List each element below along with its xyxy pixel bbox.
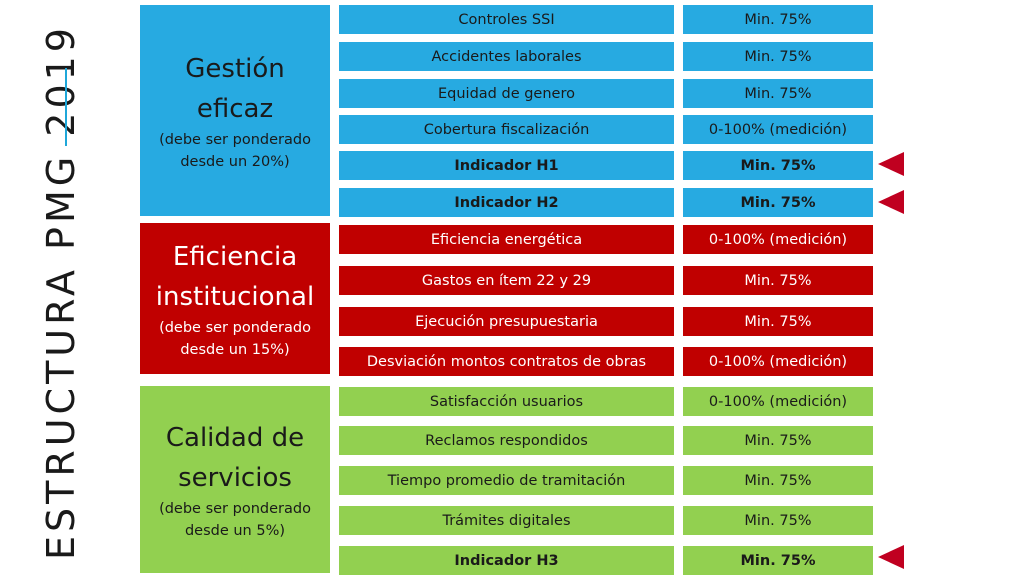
indicator-value: 0-100% (medición) <box>683 347 873 376</box>
indicator-name: Tiempo promedio de tramitación <box>339 466 674 495</box>
indicator-value: 0-100% (medición) <box>683 387 873 416</box>
indicator-name: Gastos en ítem 22 y 29 <box>339 266 674 295</box>
indicator-name: Equidad de genero <box>339 79 674 108</box>
indicator-value: Min. 75% <box>683 42 873 71</box>
group-eficiencia-institucional: Eficiencia institucional (debe ser ponde… <box>140 223 330 374</box>
indicator-value: Min. 75% <box>683 266 873 295</box>
indicator-value: Min. 75% <box>683 151 873 180</box>
group-name: Gestión eficaz <box>185 53 285 124</box>
group-name: Calidad de servicios <box>165 422 305 493</box>
indicator-name: Reclamos respondidos <box>339 426 674 455</box>
indicator-name: Indicador H3 <box>339 546 674 575</box>
indicator-name: Trámites digitales <box>339 506 674 535</box>
group-name: Eficiencia institucional <box>155 241 315 312</box>
indicator-name: Eficiencia energética <box>339 225 674 254</box>
indicator-name: Controles SSI <box>339 5 674 34</box>
pointer-arrow-icon <box>878 152 904 176</box>
indicator-value: 0-100% (medición) <box>683 115 873 144</box>
indicator-value: Min. 75% <box>683 5 873 34</box>
indicator-name: Indicador H2 <box>339 188 674 217</box>
indicator-value: Min. 75% <box>683 546 873 575</box>
group-calidad-servicios: Calidad de servicios (debe ser ponderado… <box>140 386 330 573</box>
indicator-value: Min. 75% <box>683 307 873 336</box>
indicator-value: Min. 75% <box>683 506 873 535</box>
group-gestion-eficaz: Gestión eficaz (debe ser ponderado desde… <box>140 5 330 216</box>
pointer-arrow-icon <box>878 545 904 569</box>
indicator-value: Min. 75% <box>683 188 873 217</box>
indicator-name: Cobertura fiscalización <box>339 115 674 144</box>
indicator-value: 0-100% (medición) <box>683 225 873 254</box>
accent-line <box>65 68 67 146</box>
indicator-value: Min. 75% <box>683 426 873 455</box>
indicator-name: Satisfacción usuarios <box>339 387 674 416</box>
indicator-name: Indicador H1 <box>339 151 674 180</box>
group-note: (debe ser ponderado desde un 20%) <box>159 131 311 170</box>
group-note: (debe ser ponderado desde un 5%) <box>159 500 311 539</box>
group-note: (debe ser ponderado desde un 15%) <box>159 319 311 358</box>
pointer-arrow-icon <box>878 190 904 214</box>
indicator-value: Min. 75% <box>683 466 873 495</box>
indicator-name: Desviación montos contratos de obras <box>339 347 674 376</box>
indicator-value: Min. 75% <box>683 79 873 108</box>
slide-title: ESTRUCTURA PMG 2019 <box>39 24 83 560</box>
indicator-name: Accidentes laborales <box>339 42 674 71</box>
indicator-name: Ejecución presupuestaria <box>339 307 674 336</box>
